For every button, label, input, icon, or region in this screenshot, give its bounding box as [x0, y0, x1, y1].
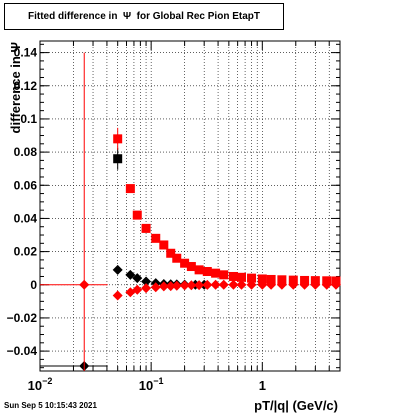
data-point-diamond: [228, 279, 239, 290]
data-point-diamond: [171, 280, 182, 291]
data-point-diamond: [266, 279, 277, 290]
y-tick-label: −0.04: [7, 344, 38, 358]
y-tick-label: 0.08: [14, 145, 38, 159]
data-point-square: [125, 184, 135, 194]
data-point-diamond: [186, 280, 197, 291]
y-tick-label: 0.06: [14, 178, 38, 192]
y-tick-label: 0.14: [14, 46, 38, 60]
x-axis-label: pT/|q| (GeV/c): [254, 398, 338, 413]
plot-frame: [39, 40, 341, 372]
data-point-square: [237, 272, 247, 282]
y-tick-label: 0.02: [14, 245, 38, 259]
data-point-square: [211, 268, 221, 278]
data-point-diamond: [112, 264, 123, 275]
grid-lines: [39, 41, 341, 371]
chart-title-box: Fitted difference in Ψ for Global Rec Pi…: [4, 3, 284, 30]
data-point-square: [257, 274, 267, 284]
data-point-diamond: [132, 273, 143, 284]
data-point-square: [159, 240, 169, 250]
y-tick-label: 0: [30, 278, 37, 292]
footer-timestamp: Sun Sep 5 10:15:43 2021: [4, 401, 97, 410]
data-point-diamond: [321, 279, 332, 290]
data-point-square: [132, 210, 142, 220]
data-point-square: [194, 265, 204, 275]
data-point-diamond: [288, 279, 299, 290]
y-tick-label: −0.02: [7, 311, 38, 325]
data-point-square: [247, 273, 257, 283]
data-point-diamond: [218, 279, 229, 290]
data-point-square: [186, 262, 196, 272]
y-axis-label: difference in Ψ: [8, 42, 23, 133]
data-point-diamond: [141, 276, 152, 287]
data-point-square: [219, 270, 229, 280]
axes: −0.04 −0.02 0 0.02 0.04 0.06 0.08 0.1 0.12 0.14 10…: [7, 41, 341, 393]
data-point-diamond: [112, 290, 123, 301]
data-point-square: [202, 267, 212, 277]
data-point-diamond: [276, 279, 287, 290]
x-tick-label: 1: [259, 378, 266, 393]
data-point-diamond: [236, 279, 247, 290]
data-point-diamond: [246, 279, 257, 290]
x-tick-label: 10−1: [139, 376, 164, 393]
data-point-square: [151, 233, 161, 243]
data-point-square: [266, 274, 276, 284]
data-point-diamond: [125, 269, 136, 280]
data-point-diamond: [299, 279, 310, 290]
data-point-square: [141, 223, 151, 233]
data-point-diamond: [194, 280, 205, 291]
data-point-diamond: [179, 280, 190, 291]
data-point-square: [172, 253, 182, 263]
data-point-diamond: [132, 284, 143, 295]
data-point-diamond: [202, 279, 213, 290]
x-tick-label: 10−2: [28, 376, 53, 393]
data-point-diamond: [257, 279, 268, 290]
data-point-diamond: [310, 279, 321, 290]
data-point-diamond: [210, 279, 221, 290]
data-point-diamond: [165, 281, 176, 292]
data-point-diamond: [79, 279, 90, 290]
data-point-diamond: [158, 281, 169, 292]
y-tick-label: 0.1: [20, 112, 37, 126]
data-point-square: [228, 271, 238, 281]
data-point-square: [180, 258, 190, 268]
y-tick-label: 0.12: [14, 79, 38, 93]
data-point-diamond: [330, 279, 341, 290]
data-point-square: [113, 134, 123, 144]
y-tick-label: 0.04: [14, 211, 38, 225]
data-point-square: [113, 154, 123, 164]
data-point-diamond: [141, 283, 152, 294]
chart-title: Fitted difference in Ψ for Global Rec Pi…: [27, 11, 260, 22]
data-marks: [40, 52, 341, 372]
data-point-diamond: [150, 282, 161, 293]
data-point-square: [166, 248, 176, 258]
